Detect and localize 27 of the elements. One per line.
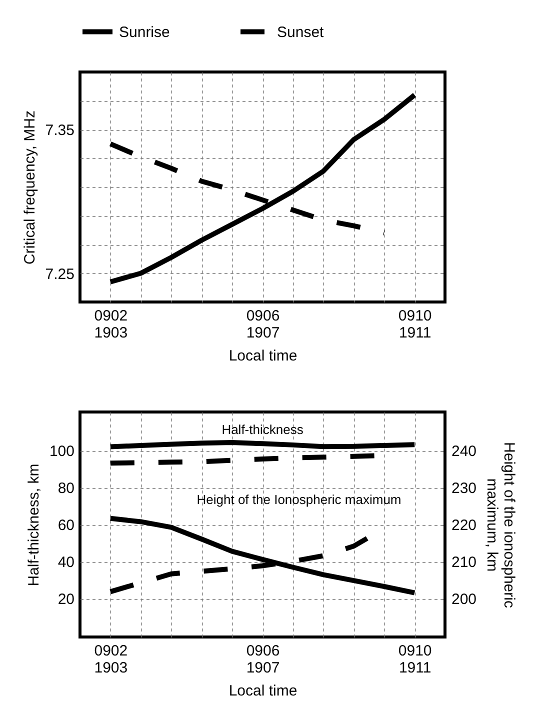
y-axis-title: Half-thickness, km [25,464,42,586]
y2-tick-label: 230 [452,480,477,498]
y-tick-label: 20 [58,591,74,608]
y2-axis-title: Height of the ionospheric maximum, km [484,442,518,608]
y2-tick-label: 210 [452,554,477,572]
legend-label: Sunset [277,24,325,41]
y-tick-label: 40 [58,554,74,572]
x-tick-label: 0902 1903 [94,642,128,676]
x-tick-label: 0910 1911 [398,642,432,676]
y-tick-label: 7.25 [45,266,74,283]
x-axis-title: Local time [228,348,298,364]
annotation: Half-thickness [222,422,304,437]
legend-label: Sunrise [119,24,170,41]
y2-tick-label: 220 [452,517,477,534]
x-axis-title: Local time [228,682,298,700]
y2-tick-label: 200 [452,591,477,608]
x-tick-label: 0910 1911 [398,308,432,342]
y-tick-label: 60 [58,517,74,534]
x-tick-label: 0902 1903 [94,308,128,342]
y-axis-title: Critical frequency, MHz [21,110,38,264]
y-tick-label: 7.35 [45,122,74,139]
annotation: Height of the Ionospheric maximum [196,492,402,507]
y2-tick-label: 240 [452,443,477,460]
y-tick-label: 80 [58,480,74,498]
y-tick-label: 100 [49,443,74,460]
x-tick-label: 0906 1907 [246,642,280,676]
x-tick-label: 0906 1907 [246,308,280,342]
